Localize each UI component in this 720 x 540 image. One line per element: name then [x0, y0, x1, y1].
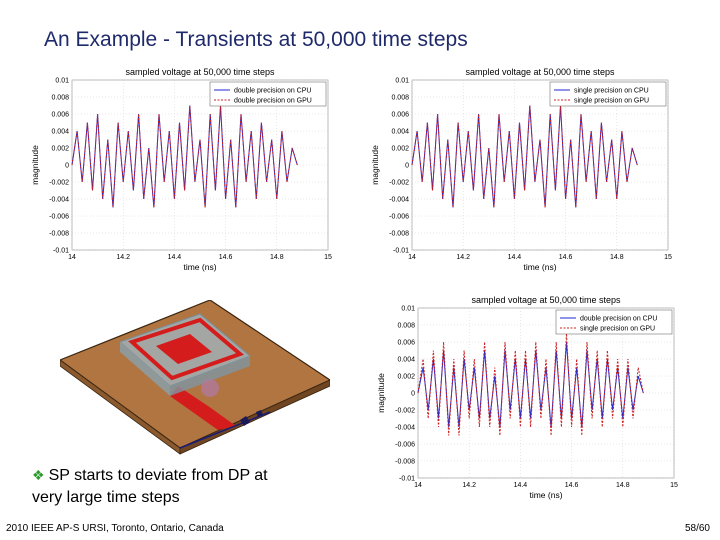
y-tick-label: -0.006	[49, 214, 69, 221]
y-tick-label: -0.006	[389, 214, 409, 221]
footer-conference: 2010 IEEE AP-S URSI, Toronto, Ontario, C…	[6, 523, 224, 534]
y-tick-label: -0.008	[389, 231, 409, 238]
y-tick-label: -0.002	[389, 180, 409, 187]
y-tick-label: 0.008	[397, 323, 415, 330]
y-tick-label: 0.01	[395, 78, 409, 85]
antenna-device-figure	[58, 299, 332, 465]
y-tick-label: -0.004	[49, 197, 69, 204]
y-tick-label: -0.004	[389, 197, 409, 204]
legend-label: double precision on GPU	[234, 98, 312, 105]
legend-box	[209, 81, 327, 107]
chart-cpu-vs-gpu-double: 0.01 0.008 0.006 0.004 0.002 0 -0.002 -0.004 -0.…	[28, 64, 348, 284]
x-tick-label: 14.6	[565, 482, 579, 489]
diamond-bullet-icon: ❖	[32, 467, 45, 483]
x-tick-label: 14.4	[508, 254, 522, 261]
caption: ❖ SP starts to deviate from DP at very la…	[32, 464, 332, 509]
x-tick-label: 14.8	[270, 254, 284, 261]
x-tick-label: 14	[408, 254, 416, 261]
x-axis-label: time (ns)	[529, 490, 562, 500]
x-tick-label: 14.8	[610, 254, 624, 261]
slide-title: An Example - Transients at 50,000 time s…	[44, 28, 468, 51]
legend-box	[549, 81, 667, 107]
y-tick-label: 0.01	[55, 78, 69, 85]
caption-line-2: very large time steps	[32, 489, 180, 506]
y-tick-label: -0.01	[53, 248, 69, 255]
y-tick-label: 0.002	[51, 146, 69, 153]
x-tick-label: 15	[324, 254, 332, 261]
legend-label: single precision on GPU	[580, 326, 655, 333]
x-tick-label: 14.2	[456, 254, 470, 261]
legend-label: single precision on GPU	[574, 98, 649, 105]
chart-double-vs-single: 0.01 0.008 0.006 0.004 0.002 0 -0.002 -0.004 -0.…	[374, 292, 694, 512]
y-axis-label: magnitude	[370, 145, 380, 185]
chart-svg: 0.01 0.008 0.006 0.004 0.002 0 -0.002 -0.004 -0.…	[376, 295, 678, 500]
x-tick-label: 14	[68, 254, 76, 261]
y-tick-label: -0.01	[393, 248, 409, 255]
chart-title: sampled voltage at 50,000 time steps	[125, 67, 275, 77]
y-tick-label: 0.01	[401, 306, 415, 313]
x-tick-label: 14.8	[616, 482, 630, 489]
chart-svg: 0.01 0.008 0.006 0.004 0.002 0 -0.002 -0.004 -0.…	[370, 67, 672, 272]
legend-box	[555, 309, 673, 335]
x-tick-label: 14.4	[514, 482, 528, 489]
antenna-device-3d-model	[58, 299, 332, 455]
y-tick-label: 0.006	[51, 112, 69, 119]
y-tick-label: 0.008	[51, 95, 69, 102]
series-line-0	[411, 105, 638, 208]
y-tick-label: 0	[65, 163, 69, 170]
x-tick-label: 14.6	[219, 254, 233, 261]
y-tick-label: -0.01	[399, 476, 415, 483]
y-tick-label: -0.004	[395, 425, 415, 432]
y-tick-label: 0	[411, 391, 415, 398]
series-line-1	[417, 333, 644, 436]
chart-title: sampled voltage at 50,000 time steps	[471, 295, 621, 305]
y-axis-label: magnitude	[30, 145, 40, 185]
y-tick-label: -0.008	[395, 459, 415, 466]
x-tick-label: 15	[670, 482, 678, 489]
y-tick-label: -0.002	[49, 180, 69, 187]
y-tick-label: 0.004	[51, 129, 69, 136]
y-tick-label: -0.006	[395, 442, 415, 449]
footer-page-number: 58/60	[684, 523, 710, 534]
x-axis-label: time (ns)	[183, 262, 216, 272]
x-tick-label: 14.2	[462, 482, 476, 489]
x-tick-label: 14.4	[168, 254, 182, 261]
y-tick-label: 0.004	[397, 357, 415, 364]
x-tick-label: 14.6	[559, 254, 573, 261]
y-tick-label: 0.006	[391, 112, 409, 119]
legend-label: single precision on CPU	[574, 88, 649, 95]
chart-title: sampled voltage at 50,000 time steps	[465, 67, 615, 77]
legend-label: double precision on CPU	[580, 316, 657, 323]
y-tick-label: 0.004	[391, 129, 409, 136]
y-tick-label: 0	[405, 163, 409, 170]
x-tick-label: 14.2	[116, 254, 130, 261]
y-tick-label: 0.008	[391, 95, 409, 102]
y-axis-label: magnitude	[376, 373, 386, 413]
legend-label: double precision on CPU	[234, 88, 311, 95]
x-axis-label: time (ns)	[523, 262, 556, 272]
caption-line-1: SP starts to deviate from DP at	[48, 467, 268, 484]
y-tick-label: -0.002	[395, 408, 415, 415]
series-line-0	[71, 105, 298, 208]
y-tick-label: -0.008	[49, 231, 69, 238]
y-tick-label: 0.002	[391, 146, 409, 153]
y-tick-label: 0.006	[397, 340, 415, 347]
chart-cpu-vs-gpu-single: 0.01 0.008 0.006 0.004 0.002 0 -0.002 -0.004 -0.…	[368, 64, 688, 284]
chart-svg: 0.01 0.008 0.006 0.004 0.002 0 -0.002 -0.004 -0.…	[30, 67, 332, 272]
y-tick-label: 0.002	[397, 374, 415, 381]
x-tick-label: 14	[414, 482, 422, 489]
x-tick-label: 15	[664, 254, 672, 261]
